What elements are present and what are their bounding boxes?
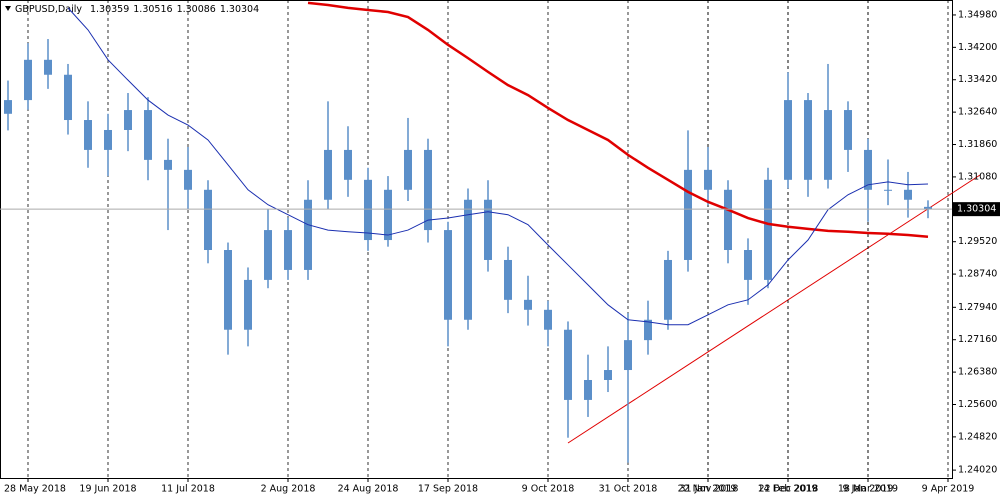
y-tick-label: 1.26380	[958, 367, 997, 378]
x-tick-label: 11 Jul 2018	[161, 484, 215, 495]
candle-body	[164, 159, 172, 170]
candle-body	[684, 169, 692, 260]
y-tick-label: 1.31860	[958, 139, 997, 150]
candle-body	[844, 110, 852, 150]
candle-body	[104, 129, 112, 150]
y-tick-label: 1.27940	[958, 302, 997, 313]
candle-body	[824, 110, 832, 180]
candle-body	[224, 250, 232, 330]
candle-body	[624, 340, 632, 371]
x-tick-label: 14 Dec 2018	[758, 484, 819, 495]
plot-frame	[0, 0, 953, 479]
candle-body	[424, 149, 432, 231]
candle-body	[64, 74, 72, 121]
candle-body	[144, 110, 152, 160]
header-text: GBPUSD,Daily 1.30359 1.30516 1.30086 1.30304	[15, 4, 259, 15]
candle-body	[444, 230, 452, 320]
x-tick-label: 17 Sep 2018	[418, 484, 478, 495]
candle-body	[404, 149, 412, 190]
candle-body	[764, 179, 772, 280]
x-tick-label: 9 Oct 2018	[522, 484, 575, 495]
moving-average	[67, 7, 929, 326]
y-tick-label: 1.34980	[958, 9, 997, 20]
header-icon	[5, 6, 11, 11]
y-tick-label: 1.31080	[958, 171, 997, 182]
candle-body	[24, 59, 32, 101]
candle-body	[524, 299, 532, 310]
candle-body	[784, 100, 792, 180]
y-tick-label: 1.29520	[958, 236, 997, 247]
candle-body	[344, 149, 352, 180]
header-value: 1.30359	[90, 4, 129, 15]
y-tick-label: 1.28740	[958, 269, 997, 280]
y-tick-label: 1.24020	[958, 465, 997, 476]
candle-body	[44, 59, 52, 75]
y-tick-label: 1.32640	[958, 107, 997, 118]
x-tick-label: 31 Jan 2019	[680, 484, 737, 495]
candle-body	[904, 189, 912, 200]
candle-body	[804, 100, 812, 180]
candle-body	[84, 120, 92, 150]
header-value: 1.30304	[220, 4, 259, 15]
candle-body	[564, 329, 572, 400]
x-tick-label: 2 Aug 2018	[261, 484, 316, 495]
x-tick-label: 9 Apr 2019	[922, 484, 975, 495]
candle-body	[304, 199, 312, 270]
candle-body	[544, 309, 552, 330]
x-tick-label: 19 Jun 2018	[79, 484, 136, 495]
candle-body	[324, 149, 332, 200]
candle-body	[484, 199, 492, 260]
candle-body	[604, 370, 612, 380]
y-tick-label: 1.27160	[958, 334, 997, 345]
candle-body	[644, 319, 652, 341]
candle-body	[384, 189, 392, 241]
candle-body	[244, 279, 252, 330]
candle-body	[364, 179, 372, 241]
candle-body	[924, 206, 932, 210]
x-tick-label: 9 Jan 2019	[843, 484, 894, 495]
candle-body	[124, 110, 132, 130]
trend-line	[567, 174, 981, 444]
x-tick-label: 28 May 2018	[4, 484, 66, 495]
candle-body	[204, 189, 212, 251]
candle-body	[744, 250, 752, 280]
candle-body	[704, 169, 712, 190]
candle-body	[464, 199, 472, 320]
candle-body	[4, 100, 12, 114]
candle-body	[284, 230, 292, 270]
candle-body	[504, 259, 512, 300]
y-tick-label: 1.33420	[958, 74, 997, 85]
x-tick-label: 22 Feb 2019	[758, 484, 817, 495]
header-value: 1.30516	[133, 4, 172, 15]
x-tick-label: 18 Mar 2019	[838, 484, 898, 495]
y-tick-label: 1.34200	[958, 42, 997, 53]
candle-body	[584, 379, 592, 400]
y-tick-label: 1.24820	[958, 431, 997, 442]
header-value: 1.30086	[177, 4, 216, 15]
y-tick-label: 1.25600	[958, 399, 997, 410]
candle-body	[864, 149, 872, 190]
price-label-bg	[953, 202, 1000, 217]
moving-average	[307, 1, 929, 238]
candle-body	[664, 259, 672, 320]
x-tick-label: 22 Nov 2018	[678, 484, 739, 495]
header: GBPUSD,Daily 1.30359 1.30516 1.30086 1.30304	[5, 4, 259, 15]
price-label: 1.30304	[957, 204, 996, 215]
candle-body	[724, 189, 732, 251]
candle-body	[184, 169, 192, 190]
candle-body	[884, 189, 892, 191]
x-tick-label: 31 Oct 2018	[599, 484, 658, 495]
candle-body	[264, 230, 272, 280]
x-tick-label: 24 Aug 2018	[338, 484, 399, 495]
header-value: GBPUSD,Daily	[15, 4, 82, 15]
